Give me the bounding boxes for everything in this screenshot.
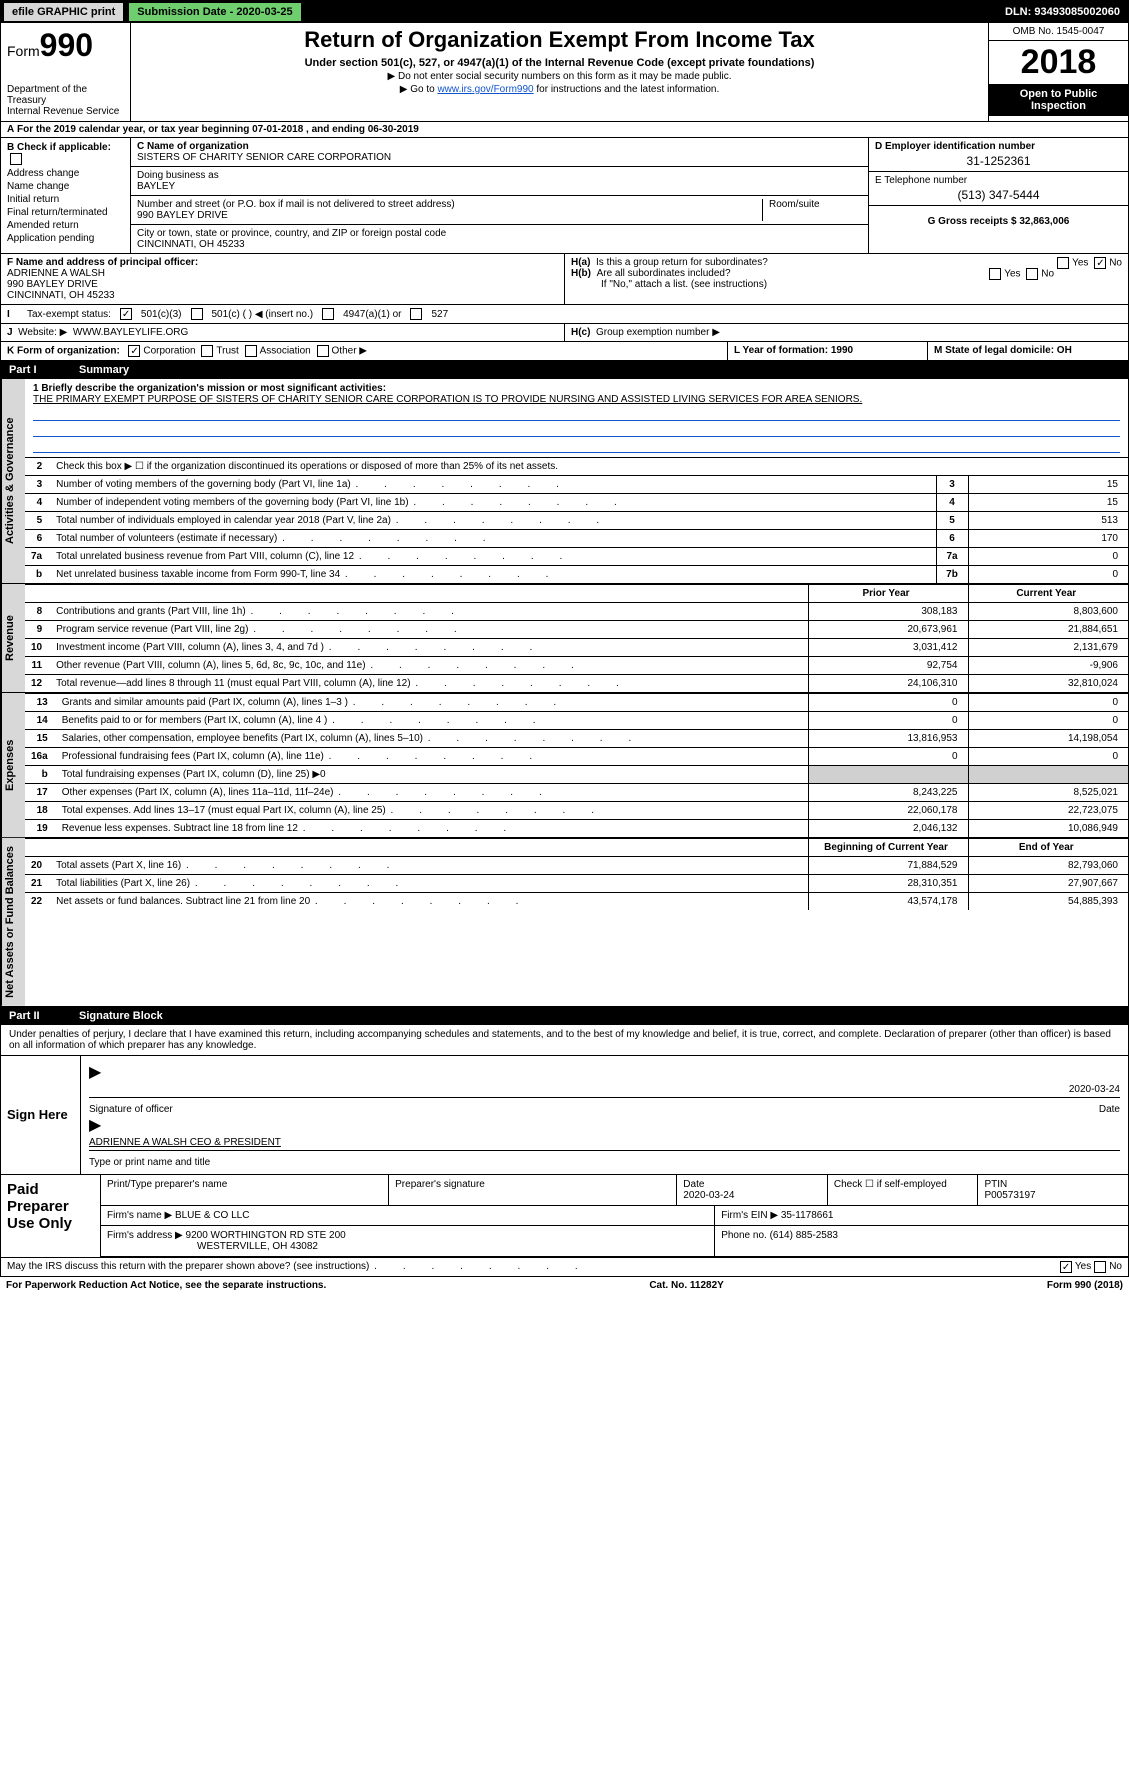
- firm-address: 9200 WORTHINGTON RD STE 200: [186, 1230, 346, 1241]
- street-address: 990 BAYLEY DRIVE: [137, 210, 228, 221]
- checkbox-icon[interactable]: [410, 308, 422, 320]
- opt-amended-return[interactable]: Amended return: [7, 220, 124, 231]
- col-b: B Check if applicable: Address change Na…: [1, 138, 131, 253]
- paid-preparer-section: Paid Preparer Use Only Print/Type prepar…: [1, 1175, 1128, 1257]
- opt-application-pending[interactable]: Application pending: [7, 233, 124, 244]
- phone: (513) 347-5444: [875, 188, 1122, 202]
- gross-receipts: G Gross receipts $ 32,863,006: [928, 216, 1070, 227]
- prep-date: 2020-03-24: [683, 1190, 734, 1201]
- arrow-icon: ▶: [89, 1064, 101, 1081]
- checkbox-icon[interactable]: [317, 345, 329, 357]
- governance-table: 2Check this box ▶ ☐ if the organization …: [25, 457, 1128, 583]
- form-title: Return of Organization Exempt From Incom…: [139, 27, 980, 53]
- opt-initial-return[interactable]: Initial return: [7, 194, 124, 205]
- firm-ein: 35-1178661: [781, 1210, 834, 1221]
- col-c: C Name of organizationSISTERS OF CHARITY…: [131, 138, 868, 253]
- row-a-text: For the 2019 calendar year, or tax year …: [17, 124, 419, 135]
- revenue-section: Revenue Prior YearCurrent Year8Contribut…: [1, 584, 1128, 693]
- instructions-link[interactable]: www.irs.gov/Form990: [437, 84, 533, 95]
- efile-badge: efile GRAPHIC print: [3, 2, 124, 22]
- form-note-2: ▶ Go to www.irs.gov/Form990 for instruct…: [139, 84, 980, 95]
- row-a: A For the 2019 calendar year, or tax yea…: [1, 122, 1128, 138]
- arrow-icon: ▶: [89, 1117, 101, 1134]
- discuss-preparer-row: May the IRS discuss this return with the…: [1, 1257, 1128, 1276]
- form-990-page: efile GRAPHIC print Submission Date - 20…: [0, 0, 1129, 1277]
- city-state-zip: CINCINNATI, OH 45233: [137, 239, 245, 250]
- sig-date: 2020-03-24: [1069, 1084, 1120, 1097]
- mission-block: 1 Briefly describe the organization's mi…: [25, 379, 1128, 457]
- firm-phone: (614) 885-2583: [770, 1230, 838, 1241]
- title-center: Return of Organization Exempt From Incom…: [131, 23, 988, 121]
- checkbox-icon[interactable]: [1026, 268, 1038, 280]
- vtab-expenses: Expenses: [1, 693, 25, 837]
- title-row: Form990 Department of the Treasury Inter…: [1, 23, 1128, 122]
- dln-label: DLN: 93493085002060: [1005, 6, 1120, 18]
- col-h: H(a) Is this a group return for subordin…: [565, 254, 1128, 304]
- page-footer: For Paperwork Reduction Act Notice, see …: [0, 1277, 1129, 1294]
- tax-year: 2018: [989, 41, 1128, 84]
- mission-text: THE PRIMARY EXEMPT PURPOSE OF SISTERS OF…: [33, 394, 862, 405]
- col-d-e-g: D Employer identification number31-12523…: [868, 138, 1128, 253]
- expenses-section: Expenses 13Grants and similar amounts pa…: [1, 693, 1128, 838]
- checkbox-icon[interactable]: [1094, 257, 1106, 269]
- officer-name-title: ADRIENNE A WALSH CEO & PRESIDENT: [89, 1137, 281, 1150]
- room-suite-label: Room/suite: [762, 199, 862, 221]
- opt-name-change[interactable]: Name change: [7, 181, 124, 192]
- section-f-h: F Name and address of principal officer:…: [1, 254, 1128, 305]
- checkbox-icon[interactable]: [10, 153, 22, 165]
- net-assets-table: Beginning of Current YearEnd of Year20To…: [25, 838, 1128, 910]
- part-ii-header: Part II Signature Block: [1, 1007, 1128, 1025]
- row-j-hc: J Website: ▶ WWW.BAYLEYLIFE.ORG H(c) Gro…: [1, 324, 1128, 342]
- dba: BAYLEY: [137, 181, 175, 192]
- sign-here-row: Sign Here ▶ 2020-03-24 Signature of offi…: [1, 1056, 1128, 1175]
- checkbox-icon[interactable]: [245, 345, 257, 357]
- form-number: 990: [40, 27, 93, 63]
- checkbox-icon[interactable]: [1057, 257, 1069, 269]
- signature-intro: Under penalties of perjury, I declare th…: [1, 1025, 1128, 1056]
- open-public-badge: Open to Public Inspection: [989, 84, 1128, 116]
- dept-label: Department of the Treasury Internal Reve…: [7, 84, 124, 117]
- vtab-net-assets: Net Assets or Fund Balances: [1, 838, 25, 1006]
- ptin: P00573197: [984, 1190, 1035, 1201]
- part-i-header: Part I Summary: [1, 361, 1128, 379]
- ein: 31-1252361: [875, 154, 1122, 168]
- form-id-box: Form990 Department of the Treasury Inter…: [1, 23, 131, 121]
- title-right: OMB No. 1545-0047 2018 Open to Public In…: [988, 23, 1128, 121]
- org-name: SISTERS OF CHARITY SENIOR CARE CORPORATI…: [137, 152, 391, 163]
- checkbox-icon[interactable]: [128, 345, 140, 357]
- checkbox-icon[interactable]: [1060, 1261, 1072, 1273]
- state-domicile: M State of legal domicile: OH: [934, 345, 1072, 356]
- col-f: F Name and address of principal officer:…: [1, 254, 565, 304]
- section-b-through-g: B Check if applicable: Address change Na…: [1, 138, 1128, 254]
- form-note-1: ▶ Do not enter social security numbers o…: [139, 71, 980, 82]
- checkbox-icon[interactable]: [322, 308, 334, 320]
- checkbox-icon[interactable]: [191, 308, 203, 320]
- officer-name: ADRIENNE A WALSH: [7, 268, 105, 279]
- firm-name: BLUE & CO LLC: [175, 1210, 249, 1221]
- row-k-l-m: K Form of organization: Corporation Trus…: [1, 342, 1128, 361]
- checkbox-icon[interactable]: [1094, 1261, 1106, 1273]
- revenue-table: Prior YearCurrent Year8Contributions and…: [25, 584, 1128, 692]
- submission-badge: Submission Date - 2020-03-25: [128, 2, 301, 22]
- expenses-table: 13Grants and similar amounts paid (Part …: [25, 693, 1128, 837]
- website: WWW.BAYLEYLIFE.ORG: [73, 327, 188, 338]
- omb-label: OMB No. 1545-0047: [989, 23, 1128, 41]
- vtab-revenue: Revenue: [1, 584, 25, 692]
- checkbox-icon[interactable]: [201, 345, 213, 357]
- activities-governance-section: Activities & Governance 1 Briefly descri…: [1, 379, 1128, 584]
- row-i: ITax-exempt status: 501(c)(3) 501(c) ( )…: [1, 305, 1128, 324]
- net-assets-section: Net Assets or Fund Balances Beginning of…: [1, 838, 1128, 1007]
- form-subtitle: Under section 501(c), 527, or 4947(a)(1)…: [139, 57, 980, 69]
- checkbox-icon[interactable]: [989, 268, 1001, 280]
- header-bar: efile GRAPHIC print Submission Date - 20…: [1, 1, 1128, 23]
- checkbox-icon[interactable]: [120, 308, 132, 320]
- year-formation: L Year of formation: 1990: [734, 345, 853, 356]
- form-prefix: Form: [7, 43, 40, 59]
- opt-final-return[interactable]: Final return/terminated: [7, 207, 124, 218]
- opt-address-change[interactable]: Address change: [7, 168, 124, 179]
- vtab-activities: Activities & Governance: [1, 379, 25, 583]
